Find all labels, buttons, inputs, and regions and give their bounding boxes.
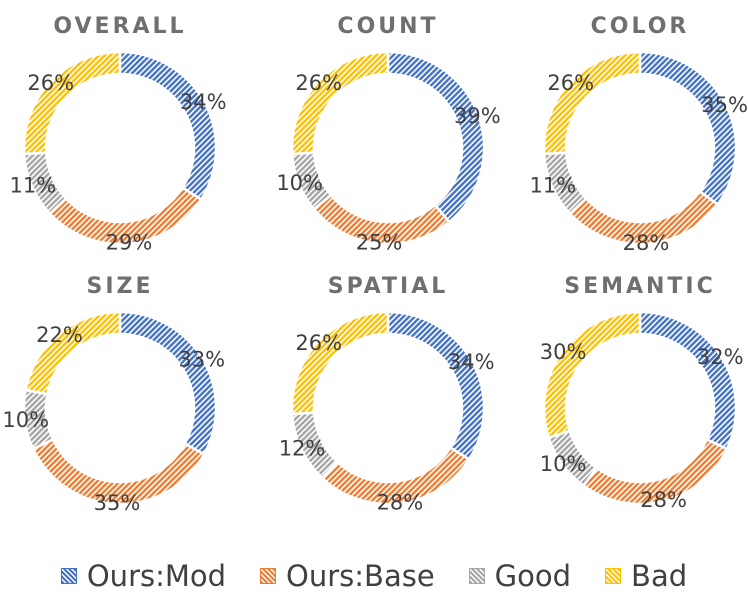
donut-slice-mod — [638, 50, 738, 207]
legend-label-good: Good — [494, 559, 572, 593]
donut-slice-bad — [542, 310, 642, 440]
donut-chart-count: COUNT 39% 25% 10% 26% — [276, 14, 500, 255]
donut-slice-bad — [22, 50, 122, 156]
legend-swatch-good — [468, 568, 485, 584]
donut-chart-size: SIZE 33% 35% 10% 22% — [2, 274, 225, 515]
slice-value-label: 35% — [94, 491, 141, 515]
slice-value-label: 30% — [540, 340, 587, 364]
legend-swatch-bad — [605, 568, 622, 584]
slice-value-label: 28% — [377, 490, 424, 514]
donut-slice-bad — [542, 50, 642, 156]
slice-value-label: 10% — [2, 408, 49, 432]
slice-value-label: 39% — [454, 104, 501, 128]
donut-chart-overall: OVERALL 34% 29% 11% 26% — [9, 14, 226, 255]
chart-title: SPATIAL — [328, 274, 449, 299]
donut-slice-bad — [290, 310, 390, 416]
slice-value-label: 34% — [448, 350, 495, 374]
donut-chart-color: COLOR 35% 28% 11% 26% — [529, 14, 748, 255]
legend-label-base: Ours:Base — [286, 559, 435, 593]
donut-slice-mod — [118, 310, 218, 456]
legend-item-bad: Bad — [605, 559, 687, 593]
slice-value-label: 26% — [27, 71, 74, 95]
chart-title: SEMANTIC — [564, 274, 716, 299]
legend-item-good: Good — [468, 559, 572, 593]
legend-label-mod: Ours:Mod — [86, 559, 227, 593]
legend-item-base: Ours:Base — [260, 559, 435, 593]
legend-swatch-base — [260, 568, 277, 584]
slice-value-label: 29% — [106, 231, 153, 255]
legend: Ours:Mod Ours:Base Good Bad — [0, 555, 748, 597]
chart-title: COLOR — [591, 14, 690, 39]
legend-item-mod: Ours:Mod — [60, 559, 227, 593]
slice-value-label: 12% — [279, 436, 326, 460]
slice-value-label: 33% — [178, 348, 225, 372]
slice-value-label: 10% — [540, 452, 587, 476]
donut-slice-mod — [638, 310, 738, 451]
slice-value-label: 35% — [701, 93, 748, 117]
donut-chart-spatial: SPATIAL 34% 28% 12% 26% — [279, 274, 495, 514]
donut-slice-bad — [290, 50, 390, 156]
slice-value-label: 34% — [180, 90, 227, 114]
donut-chart-semantic: SEMANTIC 32% 28% 10% 30% — [540, 274, 744, 512]
legend-swatch-mod — [60, 568, 77, 584]
donut-slice-bad — [24, 310, 122, 396]
chart-title: OVERALL — [53, 14, 186, 39]
slice-value-label: 32% — [697, 345, 744, 369]
slice-value-label: 26% — [295, 331, 342, 355]
chart-title: SIZE — [86, 274, 153, 299]
slice-value-label: 26% — [295, 71, 342, 95]
slice-value-label: 28% — [623, 231, 670, 255]
slice-value-label: 10% — [276, 171, 323, 195]
donut-slice-mod — [118, 50, 218, 202]
donut-slice-mod — [386, 310, 486, 462]
slice-value-label: 28% — [640, 488, 687, 512]
slice-value-label: 22% — [36, 323, 83, 347]
slice-value-label: 11% — [9, 174, 56, 198]
legend-label-bad: Bad — [631, 559, 688, 593]
slice-value-label: 25% — [356, 231, 403, 255]
donut-slice-mod — [386, 50, 486, 224]
slice-value-label: 26% — [547, 71, 594, 95]
slice-value-label: 11% — [529, 174, 576, 198]
chart-title: COUNT — [337, 14, 438, 39]
